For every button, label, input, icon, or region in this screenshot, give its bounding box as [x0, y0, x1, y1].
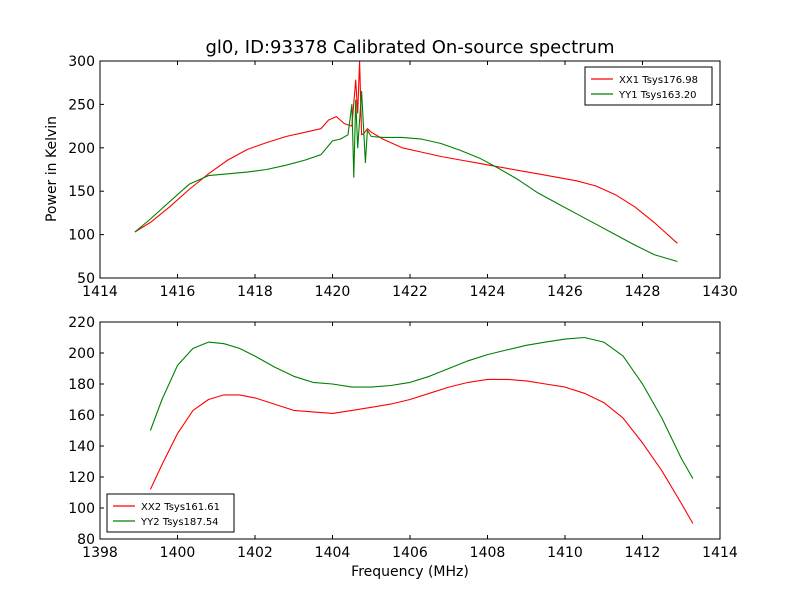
- x-tick-label-top: 1422: [392, 284, 428, 300]
- y-tick-label-top: 250: [68, 97, 95, 113]
- x-tick-label-top: 1424: [470, 284, 506, 300]
- y-tick-label-bottom: 200: [68, 346, 95, 362]
- x-tick-label-top: 1426: [547, 284, 583, 300]
- top-plot: 1414 1416 1418 1420 1422 1424 1426 1428 1430 50 10…: [68, 54, 738, 300]
- x-tick-label-bottom: 1408: [470, 545, 506, 561]
- y-tick-label-top: 100: [68, 228, 95, 244]
- x-tick-label-top: 1420: [315, 284, 351, 300]
- chart-title: gl0, ID:93378 Calibrated On-source spect…: [205, 37, 614, 58]
- x-tick-label-bottom: 1412: [625, 545, 661, 561]
- x-tick-label-bottom: 1398: [82, 545, 118, 561]
- legend-box-bottom: [106, 493, 235, 533]
- x-tick-label-bottom: 1402: [237, 545, 273, 561]
- x-tick-label-bottom: 1414: [702, 545, 738, 561]
- x-tick-label-bottom: 1400: [160, 545, 196, 561]
- y-tick-label-top: 150: [68, 184, 95, 200]
- series-line-top-1: [134, 60, 678, 244]
- legend-label-top-2: YY1 Tsys163.20: [618, 90, 697, 101]
- legend-label-top-1: XX1 Tsys176.98: [619, 75, 698, 86]
- x-tick-label-top: 1430: [702, 284, 738, 300]
- legend-label-bottom-1: XX2 Tsys161.61: [141, 502, 220, 513]
- x-tick-label-top: 1416: [160, 284, 196, 300]
- y-tick-label-bottom: 120: [68, 470, 95, 486]
- legend-box-top: [584, 66, 713, 106]
- x-tick-label-bottom: 1404: [315, 545, 351, 561]
- x-tick-label-top: 1428: [625, 284, 661, 300]
- series-line-bottom-2: [149, 336, 694, 479]
- y-axis-label-top: Power in Kelvin: [44, 116, 60, 222]
- y-tick-label-bottom: 220: [68, 315, 95, 331]
- legend-label-bottom-2: YY2 Tsys187.54: [140, 517, 219, 528]
- y-tick-label-bottom: 80: [77, 532, 95, 548]
- bottom-plot: 1398 1400 1402 1404 1406 1408 1410 1412 1414 80 10…: [68, 315, 738, 561]
- y-tick-label-top: 300: [68, 54, 95, 70]
- series-line-top-2: [134, 90, 678, 263]
- x-tick-label-top: 1418: [237, 284, 273, 300]
- y-tick-label-bottom: 160: [68, 408, 95, 424]
- y-tick-label-bottom: 140: [68, 439, 95, 455]
- x-tick-label-bottom: 1410: [547, 545, 583, 561]
- y-tick-label-top: 200: [68, 141, 95, 157]
- y-tick-label-top: 50: [77, 271, 95, 287]
- y-tick-label-bottom: 100: [68, 501, 95, 517]
- x-tick-label-top: 1414: [82, 284, 118, 300]
- series-line-bottom-1: [149, 378, 694, 524]
- y-tick-label-bottom: 180: [68, 377, 95, 393]
- x-tick-label-bottom: 1406: [392, 545, 428, 561]
- legend-bottom: XX2 Tsys161.61 YY2 Tsys187.54: [106, 493, 235, 533]
- x-axis-label-bottom: Frequency (MHz): [351, 564, 469, 580]
- legend-top: XX1 Tsys176.98 YY1 Tsys163.20: [584, 66, 713, 106]
